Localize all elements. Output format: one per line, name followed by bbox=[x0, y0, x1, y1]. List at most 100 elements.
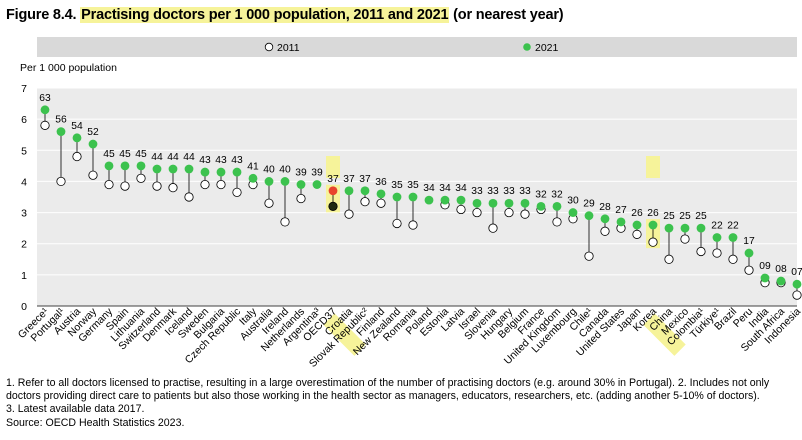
point-2021 bbox=[520, 198, 530, 208]
point-2021 bbox=[760, 273, 770, 283]
point-2011 bbox=[40, 120, 50, 130]
value-label: 45 bbox=[119, 149, 131, 160]
value-label: 41 bbox=[247, 161, 259, 172]
point-2021 bbox=[280, 177, 290, 186]
point-2021 bbox=[56, 127, 66, 136]
point-2011 bbox=[392, 218, 402, 229]
point-2021 bbox=[152, 164, 162, 174]
point-2021 bbox=[552, 201, 562, 211]
point-2021 bbox=[504, 198, 514, 208]
value-label: 33 bbox=[487, 186, 499, 197]
point-2021 bbox=[600, 214, 610, 224]
point-2021 bbox=[776, 276, 786, 286]
point-2021 bbox=[184, 164, 194, 174]
point-2021 bbox=[712, 233, 722, 242]
y-tick-label: 7 bbox=[21, 83, 27, 95]
point-2021 bbox=[200, 167, 210, 177]
value-label: 44 bbox=[183, 152, 195, 163]
point-2021 bbox=[536, 201, 546, 211]
value-label: 33 bbox=[519, 186, 531, 197]
label-highlight bbox=[646, 156, 660, 178]
value-label: 63 bbox=[39, 93, 51, 104]
point-2011 bbox=[168, 183, 178, 193]
value-label: 17 bbox=[743, 236, 755, 247]
value-label: 07 bbox=[791, 267, 802, 278]
point-2021 bbox=[424, 195, 434, 205]
point-2021 bbox=[328, 186, 338, 196]
value-label: 34 bbox=[455, 183, 467, 194]
point-2011 bbox=[456, 204, 466, 215]
value-label: 54 bbox=[71, 121, 83, 132]
value-label: 43 bbox=[215, 155, 227, 166]
point-2021 bbox=[632, 220, 642, 230]
point-2021 bbox=[440, 195, 450, 205]
point-2011 bbox=[56, 176, 66, 187]
point-2021 bbox=[744, 248, 754, 258]
point-2021 bbox=[40, 105, 50, 115]
value-label: 29 bbox=[583, 199, 595, 210]
note-line: 1. Refer to all doctors licensed to prac… bbox=[6, 377, 770, 389]
legend-label-2021: 2021 bbox=[535, 42, 559, 54]
y-tick-label: 6 bbox=[21, 114, 27, 126]
figure-title-main: Practising doctors per 1 000 population,… bbox=[80, 7, 450, 23]
point-2011 bbox=[184, 192, 194, 202]
point-2011 bbox=[408, 220, 418, 230]
point-2011 bbox=[88, 170, 98, 180]
point-2011 bbox=[328, 201, 338, 211]
point-2021 bbox=[136, 161, 146, 171]
value-label: 22 bbox=[727, 220, 739, 231]
point-2021 bbox=[376, 189, 386, 199]
point-2021 bbox=[296, 180, 306, 189]
value-label: 35 bbox=[391, 180, 403, 191]
y-tick-label: 5 bbox=[21, 145, 27, 157]
value-label: 27 bbox=[615, 205, 627, 216]
point-2011 bbox=[584, 251, 594, 261]
note-line: doctors providing direct care to patient… bbox=[6, 390, 760, 403]
point-2021 bbox=[664, 223, 674, 233]
point-2021 bbox=[472, 198, 482, 208]
label-highlight bbox=[326, 156, 340, 178]
value-label: 37 bbox=[327, 174, 339, 185]
point-2021 bbox=[312, 180, 322, 189]
value-label: 33 bbox=[471, 186, 483, 197]
point-2011 bbox=[344, 209, 354, 219]
value-label: 52 bbox=[87, 127, 99, 138]
legend-box bbox=[37, 37, 797, 57]
y-tick-label: 3 bbox=[21, 208, 27, 220]
value-label: 36 bbox=[375, 177, 387, 188]
point-2021 bbox=[168, 164, 178, 174]
point-2021 bbox=[360, 186, 370, 196]
point-2011 bbox=[376, 198, 386, 208]
point-2011 bbox=[552, 217, 562, 227]
y-tick-label: 1 bbox=[21, 270, 27, 282]
point-2021 bbox=[72, 133, 82, 143]
category-highlight bbox=[643, 313, 686, 356]
point-2011 bbox=[120, 181, 130, 191]
point-2021 bbox=[392, 192, 402, 202]
point-2011 bbox=[600, 226, 610, 236]
y-axis-title: Per 1 000 population bbox=[20, 62, 117, 74]
point-2011 bbox=[744, 265, 754, 275]
value-label: 35 bbox=[407, 180, 419, 191]
point-2021 bbox=[696, 223, 706, 233]
value-label: 08 bbox=[775, 264, 787, 275]
point-2011 bbox=[648, 237, 658, 247]
figure-title: Figure 8.4. Practising doctors per 1 000… bbox=[6, 7, 564, 23]
value-label: 28 bbox=[599, 202, 611, 213]
point-2011 bbox=[72, 151, 82, 162]
value-label: 25 bbox=[679, 211, 691, 222]
legend-marker-2021 bbox=[523, 43, 531, 51]
value-label: 39 bbox=[311, 168, 323, 179]
value-label: 40 bbox=[279, 164, 291, 175]
point-2021 bbox=[408, 192, 418, 202]
value-label: 25 bbox=[663, 211, 675, 222]
value-label: 45 bbox=[103, 149, 115, 160]
point-2021 bbox=[648, 220, 658, 230]
point-2021 bbox=[264, 177, 274, 186]
point-2011 bbox=[504, 207, 514, 218]
point-2011 bbox=[632, 229, 642, 239]
point-2021 bbox=[680, 223, 690, 233]
value-label: 44 bbox=[167, 152, 179, 163]
point-2011 bbox=[360, 197, 370, 207]
